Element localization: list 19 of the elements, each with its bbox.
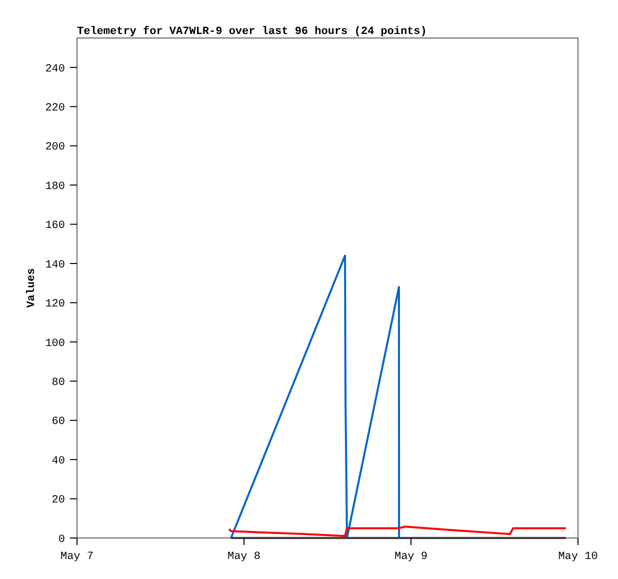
x-tick-label: May 8 — [227, 551, 261, 563]
y-tick-label: 180 — [45, 180, 65, 193]
y-tick-label: 140 — [45, 259, 65, 272]
y-tick-label: 220 — [45, 102, 65, 114]
x-tick-label: May 9 — [394, 551, 428, 563]
y-tick-label: 0 — [58, 534, 65, 546]
y-axis-title: Values — [26, 268, 38, 308]
y-tick-label: 80 — [52, 376, 65, 389]
y-tick-label: 40 — [52, 455, 65, 468]
y-tick-label: 100 — [45, 338, 65, 350]
y-tick-label: 240 — [45, 63, 65, 76]
chart-title: Telemetry for VA7WLR-9 over last 96 hours (24 points) — [77, 25, 427, 38]
x-tick-label: May 7 — [60, 551, 94, 563]
y-tick-label: 160 — [45, 220, 65, 232]
y-tick-label: 60 — [52, 416, 65, 428]
y-tick-label: 200 — [45, 142, 65, 154]
y-tick-label: 20 — [52, 494, 65, 507]
x-tick-label: May 10 — [558, 551, 598, 563]
y-tick-label: 120 — [45, 298, 65, 311]
